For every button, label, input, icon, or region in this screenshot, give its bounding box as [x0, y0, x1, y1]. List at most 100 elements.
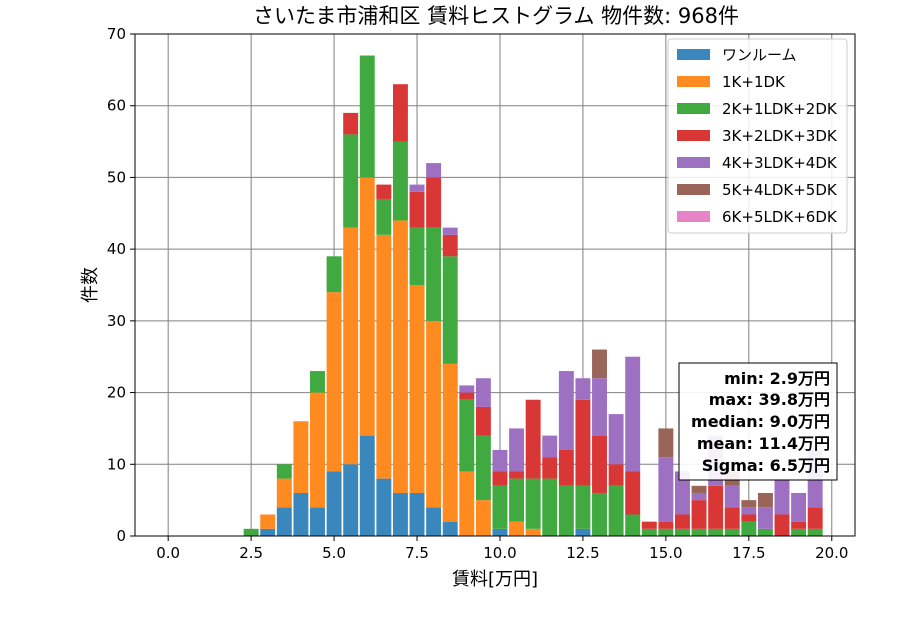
bar-segment-5 [492, 449, 508, 472]
legend-swatch [677, 103, 710, 114]
legend-label: 2K+1LDK+2DK [722, 100, 838, 118]
x-axis-label: 賃料[万円] [452, 569, 538, 590]
bar-segment-3 [442, 256, 458, 364]
x-tick-label: 7.5 [405, 544, 429, 562]
y-tick-label: 30 [107, 312, 126, 330]
bar-segment-3 [741, 521, 757, 536]
x-tick-label: 0.0 [156, 544, 180, 562]
legend-swatch [677, 211, 710, 222]
bar-segment-1 [426, 507, 442, 536]
y-axis-label: 件数 [80, 267, 101, 303]
bar-segment-5 [757, 507, 773, 529]
bar-segment-2 [376, 234, 392, 479]
bar-segment-4 [741, 514, 757, 522]
stats-frame [678, 362, 838, 481]
bar-segment-5 [691, 492, 707, 501]
legend-label: 3K+2LDK+3DK [722, 127, 838, 145]
y-tick-label: 0 [116, 527, 126, 545]
bar-segment-4 [658, 521, 674, 529]
y-tick-label: 10 [107, 455, 126, 473]
bar-segment-4 [641, 521, 657, 529]
bar-segment-5 [658, 457, 674, 522]
y-tick-label: 70 [107, 25, 126, 43]
bar-segment-3 [658, 528, 674, 536]
bar-segment-3 [592, 492, 607, 536]
bar-segment-3 [459, 399, 475, 472]
legend-label: 5K+4LDK+5DK [722, 181, 838, 199]
stats-median: median: 9.0万円 [691, 412, 830, 431]
bar-segment-1 [310, 507, 325, 536]
bar-segment-2 [359, 177, 375, 436]
bar-segment-4 [608, 464, 624, 486]
bar-segment-3 [243, 528, 259, 536]
bar-segment-3 [343, 134, 359, 228]
bar-segment-2 [426, 320, 442, 508]
y-tick-label: 20 [107, 384, 126, 402]
bar-segment-4 [442, 234, 458, 257]
bar-segment-1 [409, 492, 425, 536]
bar-segment-1 [575, 528, 591, 536]
bar-segment-6 [691, 485, 707, 493]
y-tick-label: 40 [107, 240, 126, 258]
bar-segment-5 [542, 435, 558, 458]
legend-swatch [677, 49, 710, 60]
legend-swatch [677, 130, 710, 141]
bar-segment-5 [774, 478, 790, 515]
bar-segment-2 [475, 500, 491, 536]
bar-segment-4 [475, 406, 491, 436]
bar-segment-3 [509, 478, 525, 522]
bar-segment-5 [459, 385, 475, 393]
bar-segment-5 [558, 371, 574, 450]
bar-segment-2 [392, 220, 408, 493]
bar-segment-4 [542, 457, 558, 479]
x-tick-label: 5.0 [322, 544, 346, 562]
bar-segment-3 [276, 464, 292, 479]
y-ticks: 0 10 20 30 40 50 60 70 [107, 25, 135, 545]
bar-segment-4 [791, 521, 807, 529]
bar-segment-1 [343, 464, 359, 536]
x-tick-label: 20.0 [815, 544, 848, 562]
legend-box [667, 38, 848, 234]
bar-segment-6 [658, 428, 674, 458]
bar-segment-3 [310, 371, 325, 393]
bar-segment-4 [343, 112, 359, 135]
bar-segment-2 [260, 514, 276, 529]
bar-segment-3 [625, 514, 641, 536]
bar-segment-4 [807, 507, 823, 529]
bar-segment-6 [592, 349, 607, 379]
bar-segment-1 [442, 521, 458, 536]
bar-segment-4 [625, 471, 641, 515]
bar-segment-4 [509, 471, 525, 479]
bar-segment-5 [791, 492, 807, 522]
y-tick-label: 60 [107, 97, 126, 115]
bar-segment-5 [592, 378, 607, 436]
bar-segment-5 [741, 507, 757, 515]
legend-label: 1K+1DK [722, 73, 786, 91]
bar-segment-5 [675, 471, 690, 515]
bar-segment-2 [326, 292, 342, 472]
bar-segment-4 [592, 435, 607, 493]
bar-segment-3 [326, 256, 342, 293]
bar-segment-3 [542, 478, 558, 536]
bar-segment-3 [807, 528, 823, 536]
bar-segment-4 [691, 500, 707, 529]
x-tick-label: 2.5 [239, 544, 263, 562]
stats-box: min: 2.9万円 max: 39.8万円 median: 9.0万円 mea… [678, 362, 838, 481]
stats-max: max: 39.8万円 [709, 390, 830, 409]
bar-segment-3 [558, 485, 574, 536]
bar-segment-4 [708, 485, 724, 529]
bar-segment-5 [608, 414, 624, 465]
stats-sigma: Sigma: 6.5万円 [702, 456, 830, 475]
x-tick-label: 17.5 [732, 544, 765, 562]
bar-segment-3 [359, 55, 375, 178]
bar-segment-3 [691, 528, 707, 536]
legend-label: 6K+5LDK+6DK [722, 208, 838, 226]
bar-segment-4 [675, 514, 690, 529]
bar-segment-5 [426, 163, 442, 178]
bar-segment-3 [376, 198, 392, 235]
legend-swatch [677, 76, 710, 87]
bar-segment-3 [426, 227, 442, 321]
bar-segment-1 [376, 478, 392, 536]
bar-segment-2 [525, 528, 541, 536]
